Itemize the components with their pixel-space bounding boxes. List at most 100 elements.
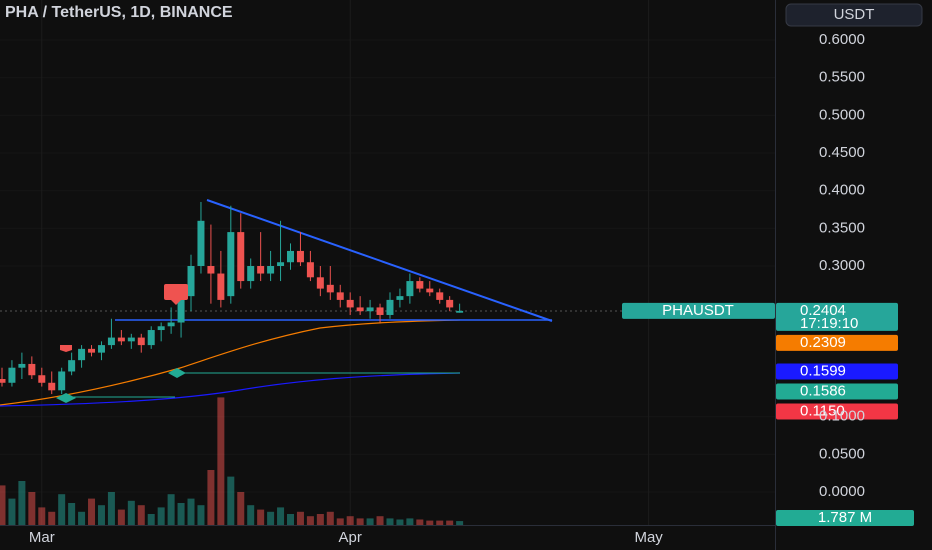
candle-body	[346, 299, 354, 308]
price-label: 0.2404	[800, 302, 846, 319]
candle-body	[257, 266, 265, 274]
moving-average	[0, 372, 461, 407]
trend-line[interactable]	[206, 199, 553, 322]
marker	[168, 368, 186, 378]
volume-bar	[227, 476, 235, 525]
candle-body	[217, 273, 225, 300]
volume-bar	[446, 520, 454, 525]
volume-bar	[0, 485, 6, 525]
volume-bar	[8, 498, 16, 525]
candle-body	[406, 281, 414, 297]
volume-bar	[346, 516, 354, 525]
volume-bar	[127, 500, 135, 525]
volume-bar	[68, 503, 76, 525]
x-tick-label: Apr	[339, 529, 362, 546]
price-label: 0.1586	[800, 383, 846, 400]
currency-button[interactable]	[785, 3, 923, 27]
y-tick-label: 0.3000	[819, 257, 865, 274]
price-label: 0.1150	[800, 403, 845, 420]
candle-body	[58, 371, 66, 391]
candle-body	[197, 220, 205, 267]
volume-bar	[267, 511, 275, 525]
y-tick-label: 0.0000	[819, 483, 865, 500]
volume-bar	[386, 518, 394, 525]
volume-bar	[336, 518, 344, 525]
marker[interactable]	[164, 284, 188, 300]
volume-bar	[456, 521, 464, 525]
candle-body	[306, 262, 314, 278]
volume-bar	[58, 494, 66, 525]
volume-bar	[137, 505, 145, 525]
candle-body	[267, 266, 275, 274]
price-label-box	[776, 334, 898, 351]
candle-body	[137, 337, 145, 346]
volume-bar	[296, 511, 304, 525]
volume-bar	[247, 505, 255, 525]
candle-body	[207, 266, 215, 274]
volume-bar	[376, 516, 384, 525]
candle-body	[247, 266, 255, 282]
candle-body	[8, 367, 16, 383]
volume-bar	[97, 505, 105, 525]
candle-body	[287, 250, 295, 263]
candle-body	[187, 266, 195, 297]
candle-body	[68, 360, 76, 372]
symbol-label: PHAUSDT	[662, 302, 734, 319]
volume-label-box	[776, 510, 914, 526]
price-label: 0.2309	[800, 334, 846, 351]
volume-bar	[78, 511, 86, 525]
candle-body	[147, 330, 155, 346]
candle-body	[237, 232, 245, 282]
candle-body	[227, 232, 235, 297]
volume-bar	[326, 511, 334, 525]
volume-bar	[426, 520, 434, 525]
candle-body	[396, 296, 404, 300]
volume-bar	[396, 519, 404, 525]
candle-body	[167, 322, 175, 327]
y-tick-label: 0.0500	[819, 445, 865, 462]
y-tick-label: 0.5000	[819, 106, 865, 123]
y-tick-label: 0.1000	[819, 408, 865, 425]
volume-bar	[316, 514, 324, 525]
volume-bar	[277, 507, 285, 525]
volume-bar	[177, 503, 185, 525]
volume-bar	[416, 519, 424, 525]
volume-bar	[18, 481, 26, 525]
price-label-box	[776, 403, 898, 420]
candle-body	[177, 296, 185, 323]
candle-body	[28, 363, 36, 376]
volume-bar	[167, 494, 175, 525]
marker	[56, 393, 76, 403]
x-tick-label: May	[634, 529, 663, 546]
candle-body	[436, 292, 444, 300]
candle-body	[38, 375, 46, 383]
marker	[60, 345, 72, 352]
price-label-box	[776, 363, 898, 380]
symbol-label-box	[622, 302, 775, 319]
candle-body	[107, 337, 115, 346]
price-label-box	[776, 302, 898, 331]
candle-body	[366, 307, 374, 312]
volume-label: 1.787 M	[818, 509, 872, 526]
volume-bar	[48, 511, 56, 525]
candle-body	[336, 292, 344, 300]
candle-body	[446, 299, 454, 308]
candle-body	[0, 379, 6, 383]
y-tick-label: 0.5500	[819, 69, 865, 86]
candle-body	[48, 382, 56, 391]
price-label-box	[776, 383, 898, 400]
candle-body	[316, 277, 324, 289]
candle-body	[326, 284, 334, 293]
candle-body	[117, 337, 125, 342]
countdown: 17:19:10	[800, 315, 858, 332]
y-tick-label: 0.4500	[819, 144, 865, 161]
candle-body	[127, 337, 135, 342]
candle-body	[386, 299, 394, 315]
currency-button-label[interactable]: USDT	[834, 6, 875, 23]
candle-body	[426, 288, 434, 293]
y-tick-label: 0.3500	[819, 219, 865, 236]
y-tick-label: 0.6000	[819, 31, 865, 48]
volume-bar	[38, 507, 46, 525]
